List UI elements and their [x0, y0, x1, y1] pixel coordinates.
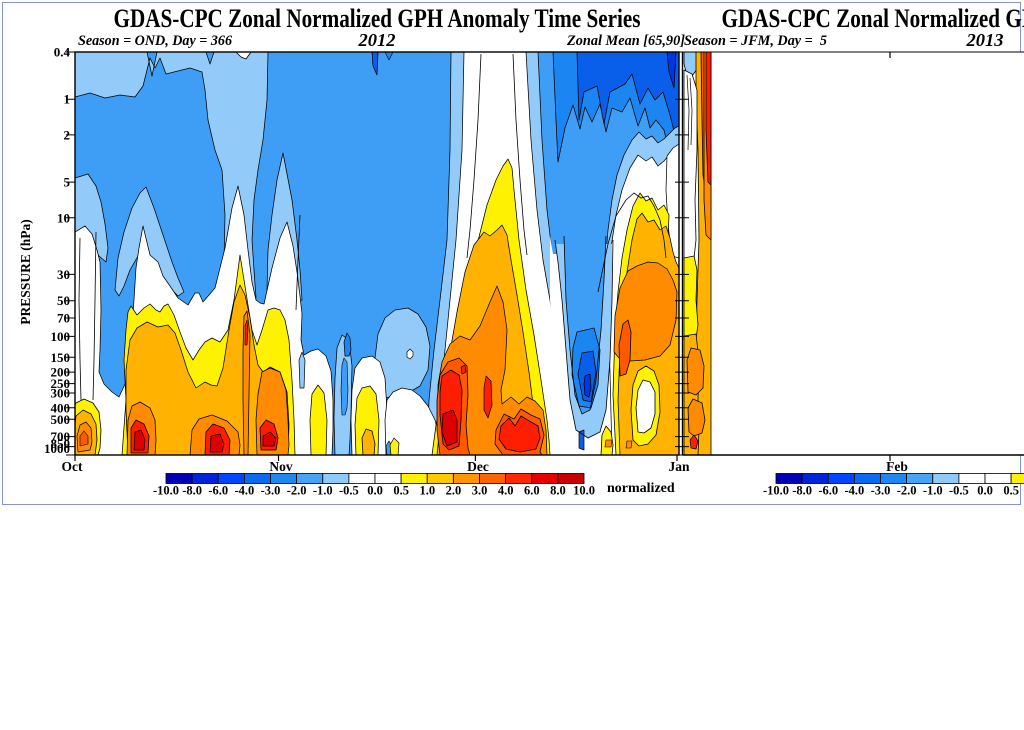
svg-text:-6.0: -6.0: [208, 484, 228, 498]
svg-text:0.5: 0.5: [393, 484, 409, 498]
svg-text:0.0: 0.0: [977, 484, 993, 498]
svg-text:Season = OND, Day = 366: Season = OND, Day = 366: [78, 33, 232, 49]
svg-text:-8.0: -8.0: [182, 484, 202, 498]
svg-text:-0.5: -0.5: [949, 484, 969, 498]
svg-text:1000: 1000: [44, 441, 70, 456]
svg-text:0.4: 0.4: [54, 45, 71, 60]
svg-text:3.0: 3.0: [472, 484, 488, 498]
svg-text:-1.0: -1.0: [923, 484, 943, 498]
svg-text:-4.0: -4.0: [844, 484, 864, 498]
svg-text:850: 850: [51, 436, 71, 451]
svg-text:1.0: 1.0: [419, 484, 435, 498]
svg-text:Season = JFM, Day = 5: Season = JFM, Day = 5: [684, 33, 827, 49]
svg-text:200: 200: [51, 365, 71, 380]
svg-text:5: 5: [64, 175, 71, 190]
svg-text:-10.0: -10.0: [763, 484, 789, 498]
svg-text:10.0: 10.0: [573, 484, 595, 498]
svg-text:Oct: Oct: [62, 459, 83, 474]
svg-text:400: 400: [51, 400, 71, 415]
svg-text:Nov: Nov: [269, 459, 292, 474]
svg-text:50: 50: [57, 293, 70, 308]
svg-text:-3.0: -3.0: [871, 484, 891, 498]
svg-text:0.5: 0.5: [1003, 484, 1019, 498]
svg-text:Zonal Mean [65,90]: Zonal Mean [65,90]: [566, 33, 685, 49]
svg-text:70: 70: [57, 311, 70, 326]
svg-text:-4.0: -4.0: [234, 484, 254, 498]
svg-text:4.0: 4.0: [498, 484, 514, 498]
svg-text:-10.0: -10.0: [153, 484, 179, 498]
svg-text:GDAS-CPC Zonal Normalized GPH: GDAS-CPC Zonal Normalized GPH Anomaly Ti…: [114, 4, 641, 33]
svg-text:PRESSURE (hPa): PRESSURE (hPa): [18, 219, 33, 324]
svg-text:Jan: Jan: [668, 459, 690, 474]
svg-text:10: 10: [57, 210, 70, 225]
svg-text:1: 1: [64, 92, 71, 107]
svg-text:0.0: 0.0: [367, 484, 383, 498]
svg-text:GDAS-CPC Zonal Normalized GPH: GDAS-CPC Zonal Normalized GPH Anomaly Ti…: [722, 4, 1024, 33]
svg-text:Feb: Feb: [886, 459, 908, 474]
svg-text:250: 250: [51, 376, 71, 391]
svg-text:8.0: 8.0: [550, 484, 566, 498]
svg-text:-2.0: -2.0: [897, 484, 917, 498]
svg-text:300: 300: [51, 385, 71, 400]
svg-text:2013: 2013: [965, 30, 1003, 50]
svg-text:2: 2: [64, 127, 71, 142]
svg-text:-3.0: -3.0: [261, 484, 281, 498]
svg-text:-2.0: -2.0: [287, 484, 307, 498]
svg-text:150: 150: [51, 350, 71, 365]
svg-text:Dec: Dec: [467, 459, 489, 474]
svg-text:-1.0: -1.0: [313, 484, 333, 498]
svg-text:-6.0: -6.0: [818, 484, 838, 498]
svg-text:500: 500: [51, 412, 71, 427]
svg-text:-8.0: -8.0: [792, 484, 812, 498]
svg-text:700: 700: [51, 429, 71, 444]
svg-text:2.0: 2.0: [446, 484, 462, 498]
svg-text:normalized: normalized: [607, 481, 675, 496]
svg-text:6.0: 6.0: [524, 484, 540, 498]
svg-text:100: 100: [51, 329, 71, 344]
svg-text:-0.5: -0.5: [339, 484, 359, 498]
svg-text:30: 30: [57, 267, 70, 282]
svg-text:2012: 2012: [357, 30, 395, 50]
